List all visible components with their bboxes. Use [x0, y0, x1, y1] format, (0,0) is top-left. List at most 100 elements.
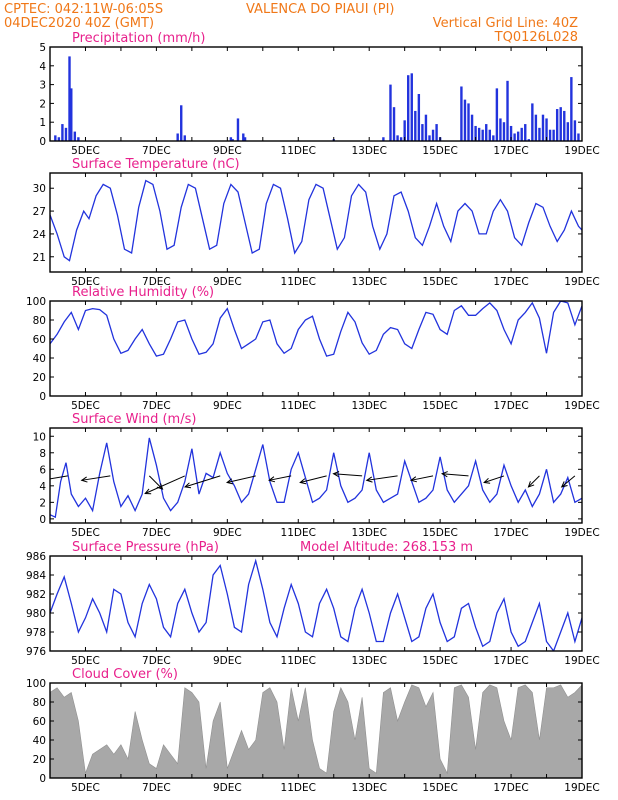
y-tick-label: 5	[39, 42, 46, 54]
x-tick-label: 17DEC	[493, 782, 528, 794]
panel-precipitation: Precipitation (mm/h) 5DEC 7DEC 9DEC 11DEC 13D…	[39, 31, 599, 157]
precip-bar	[492, 135, 495, 141]
panel-pressure: Surface Pressure (hPa) Model Altitude: 26…	[26, 540, 600, 667]
x-tick-label: 7DEC	[142, 655, 171, 667]
wind-arrow-head	[225, 478, 234, 485]
y-tick-label: 2	[39, 497, 46, 509]
wind-arrow	[484, 475, 505, 483]
y-tick-label: 986	[26, 551, 46, 563]
y-tick-label: 6	[39, 464, 46, 476]
plot-area	[50, 179, 582, 262]
precip-bar	[485, 124, 488, 141]
precip-bar	[570, 77, 573, 141]
precip-bar	[180, 105, 183, 141]
precip-bar	[552, 129, 555, 141]
precip-bar	[396, 135, 399, 141]
precip-bar	[513, 133, 516, 141]
x-tick-label: 9DEC	[213, 276, 242, 288]
wind-arrow	[50, 475, 68, 480]
header-run-date: 04DEC2020 40Z (GMT)	[4, 16, 154, 31]
panel-frame	[49, 427, 583, 524]
x-tick-label: 17DEC	[493, 145, 528, 157]
wind-arrow	[561, 475, 576, 488]
wind-arrow-head	[483, 477, 491, 484]
header-model-id: TQ0126L028	[494, 30, 578, 45]
x-tick-label: 11DEC	[281, 400, 316, 412]
y-tick-label: 30	[33, 183, 46, 195]
precip-bar	[229, 137, 233, 141]
wind-arrow-head	[440, 471, 448, 478]
x-tick-label: 13DEC	[351, 276, 386, 288]
precip-bar	[61, 124, 64, 141]
y-tick-label: 40	[33, 735, 46, 747]
precip-bar	[527, 139, 530, 141]
precip-bar	[520, 127, 523, 141]
wind-arrow	[184, 475, 221, 488]
panel-title: Surface Wind (m/s)	[72, 412, 196, 427]
y-tick-label: 21	[33, 252, 46, 264]
x-tick-label: 19DEC	[564, 782, 599, 794]
precip-bar	[516, 131, 520, 141]
y-tick-label: 8	[39, 448, 46, 460]
precip-bar	[77, 137, 80, 141]
x-tick-label: 11DEC	[281, 276, 316, 288]
precip-bar	[414, 110, 417, 141]
precip-bar	[70, 88, 73, 141]
y-tick-label: 60	[33, 334, 46, 346]
x-tick-label: 19DEC	[564, 276, 599, 288]
wind-arrow-head	[183, 482, 192, 489]
wind-arrow	[366, 475, 398, 481]
x-tick-label: 5DEC	[71, 145, 100, 157]
precip-bar	[236, 118, 240, 141]
precip-bar	[488, 129, 491, 141]
x-tick-label: 19DEC	[564, 145, 599, 157]
x-tick-label: 11DEC	[281, 527, 316, 539]
precip-bar	[495, 88, 499, 141]
x-tick-label: 11DEC	[281, 145, 316, 157]
panel-title: Surface Temperature (nC)	[72, 157, 240, 172]
panel-frame	[49, 682, 583, 779]
x-tick-label: 19DEC	[564, 527, 599, 539]
wind-arrow	[300, 475, 327, 483]
y-tick-label: 978	[26, 627, 46, 639]
x-tick-label: 9DEC	[213, 655, 242, 667]
y-tick-label: 976	[26, 646, 46, 658]
precip-bar	[73, 131, 77, 141]
panel-cloud-cover: Cloud Cover (%) 5DEC 7DEC 9DEC 11DEC 13DEC 15D…	[26, 667, 600, 794]
precip-bar	[555, 109, 559, 141]
precip-bar	[64, 127, 68, 141]
precip-bar	[481, 129, 484, 141]
wind-arrow	[442, 473, 469, 477]
x-tick-label: 9DEC	[213, 145, 242, 157]
y-tick-label: 27	[33, 206, 46, 218]
panel-title: Relative Humidity (%)	[72, 285, 214, 300]
wind-arrow-head	[527, 481, 535, 488]
panel-title: Cloud Cover (%)	[72, 667, 178, 682]
x-tick-label: 5DEC	[71, 276, 100, 288]
wind-arrow-head	[332, 471, 340, 478]
precip-bar	[435, 124, 438, 141]
precip-bar	[541, 114, 545, 141]
x-tick-label: 19DEC	[564, 400, 599, 412]
precip-bar	[231, 139, 234, 141]
plot-area	[50, 684, 582, 778]
y-tick-label: 4	[39, 61, 46, 73]
precip-bar	[389, 84, 392, 141]
precip-bar	[502, 122, 506, 141]
x-tick-label: 11DEC	[281, 782, 316, 794]
precip-bar	[524, 124, 527, 141]
wind-arrow-head	[365, 476, 373, 483]
wind-arrow-head	[144, 488, 152, 495]
y-tick-label: 20	[33, 372, 46, 384]
y-tick-label: 80	[33, 697, 46, 709]
x-tick-label: 19DEC	[564, 655, 599, 667]
wind-arrow-head	[80, 476, 88, 483]
precip-bar	[421, 124, 424, 141]
wind-arrow-head	[299, 478, 307, 485]
wind-arrow	[226, 475, 256, 484]
x-tick-label: 17DEC	[493, 527, 528, 539]
precip-bar	[431, 129, 435, 141]
cloud-cover-area	[50, 684, 582, 778]
x-tick-label: 13DEC	[351, 782, 386, 794]
